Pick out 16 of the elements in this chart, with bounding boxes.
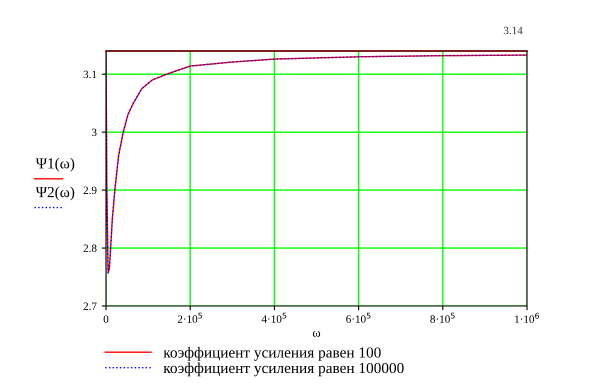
- y-tick-label: 3.1: [84, 70, 96, 78]
- y-tick-label: 2.7: [84, 302, 97, 310]
- y-tick-label: 2.9: [84, 186, 97, 194]
- legend-label: коэффициент усиления равен 100: [164, 346, 381, 361]
- x-tick-label: 8·10$^{5}$: [430, 312, 455, 323]
- x-axis-title: ω: [312, 330, 320, 337]
- legend-label: коэффициент усиления равен 100000: [164, 362, 404, 376]
- x-tick-label: 1·10$^{6}$: [515, 312, 540, 323]
- x-tick-label: 4·10$^{5}$: [262, 312, 286, 323]
- x-tick-label: 6·10$^{5}$: [346, 312, 370, 323]
- x-tick-label: 0: [104, 315, 108, 323]
- ref-line-label: 3.14: [504, 26, 523, 34]
- y-tick-label: 2.8: [84, 244, 97, 252]
- y-tick-label: 3: [92, 128, 97, 136]
- x-tick-label: 2·10$^{5}$: [178, 312, 202, 323]
- y-axis-title: Ψ1(ω) Ψ2(ω): [36, 158, 74, 200]
